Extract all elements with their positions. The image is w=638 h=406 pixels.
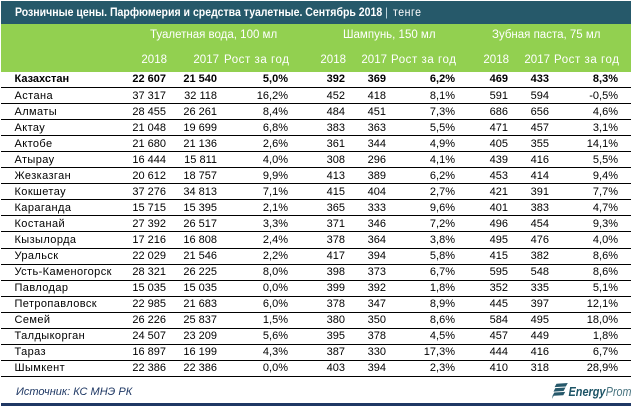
svg-text:Energy: Energy	[569, 385, 607, 399]
svg-text:Prom: Prom	[606, 385, 632, 399]
